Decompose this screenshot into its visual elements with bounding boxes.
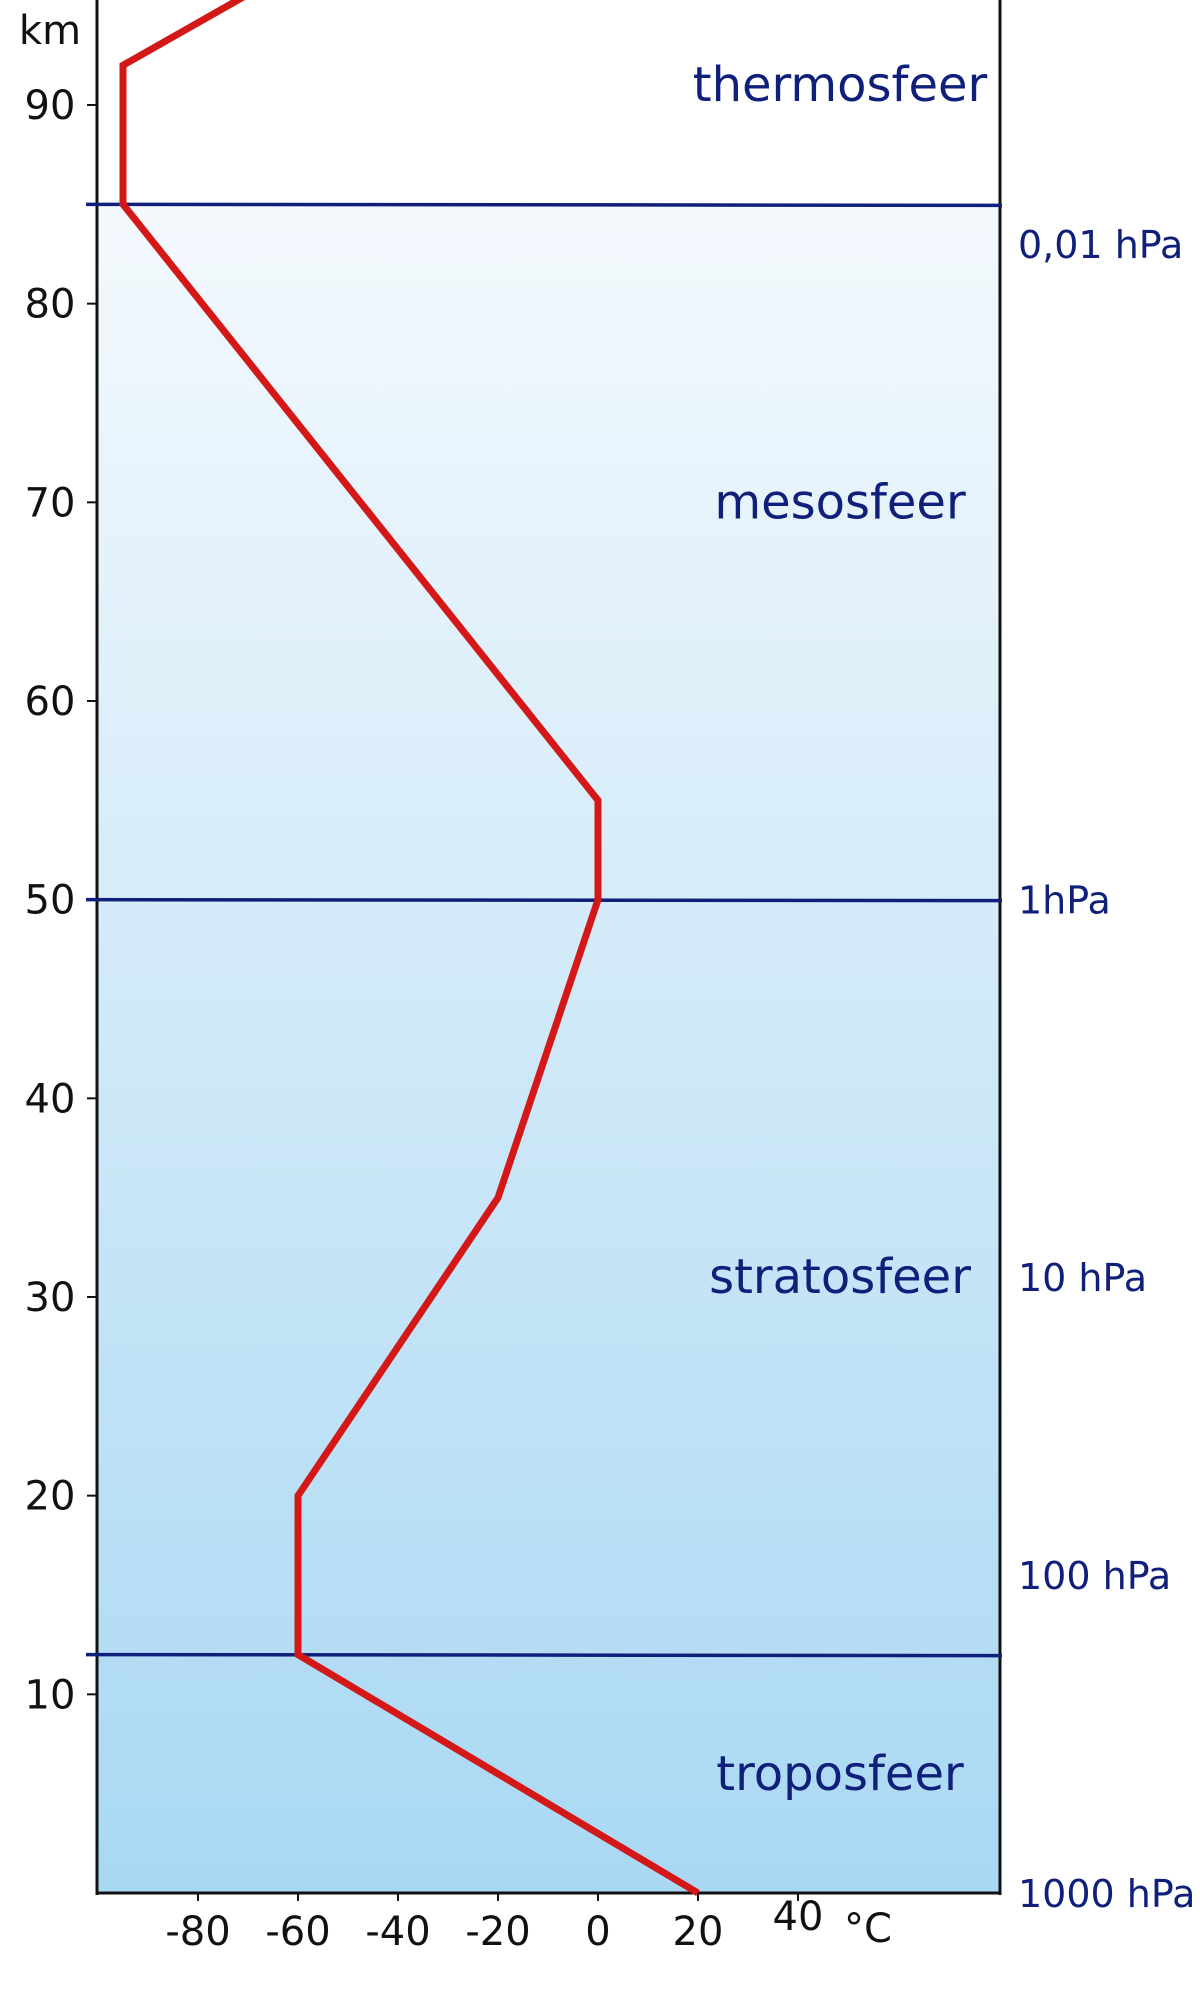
layer-boundary-line [85,1652,1003,1658]
y-tick-label: 60 [25,679,76,725]
y-tick-label: 70 [25,480,76,526]
layer-name-troposfeer: troposfeer [716,1746,964,1802]
layer-boundary-line [85,897,1003,903]
x-tick-label: -20 [465,1909,530,1955]
x-tick-label: -60 [265,1909,330,1955]
y-tick-label: 40 [25,1076,76,1122]
y-tick-label: 10 [25,1672,76,1718]
y-tick-label: 30 [25,1275,76,1321]
pressure-label: 1000 hPa [1018,1872,1195,1916]
layer-boundary-line [85,202,1003,208]
y-tick-label: 50 [25,878,76,924]
x-tick-label: -80 [165,1909,230,1955]
y-unit-label: km [19,8,81,54]
x-tick-label: 40 [773,1894,824,1940]
y-tick-label: 20 [25,1474,76,1520]
layer-name-thermosfeer: thermosfeer [693,57,988,113]
temperature-profile-line [119,0,700,1897]
y-tick-label: 80 [25,282,76,328]
pressure-label: 1hPa [1018,879,1111,923]
pressure-label: 10 hPa [1018,1256,1147,1300]
x-unit-label: °C [844,1906,892,1952]
x-tick-label: 0 [585,1909,610,1955]
pressure-label: 100 hPa [1018,1554,1171,1598]
layer-name-mesosfeer: mesosfeer [714,474,966,530]
y-tick-label: 90 [25,83,76,129]
x-tick-label: 20 [673,1909,724,1955]
x-tick-label: -40 [365,1909,430,1955]
pressure-label: 0,01 hPa [1018,223,1183,267]
layer-name-stratosfeer: stratosfeer [709,1249,971,1305]
